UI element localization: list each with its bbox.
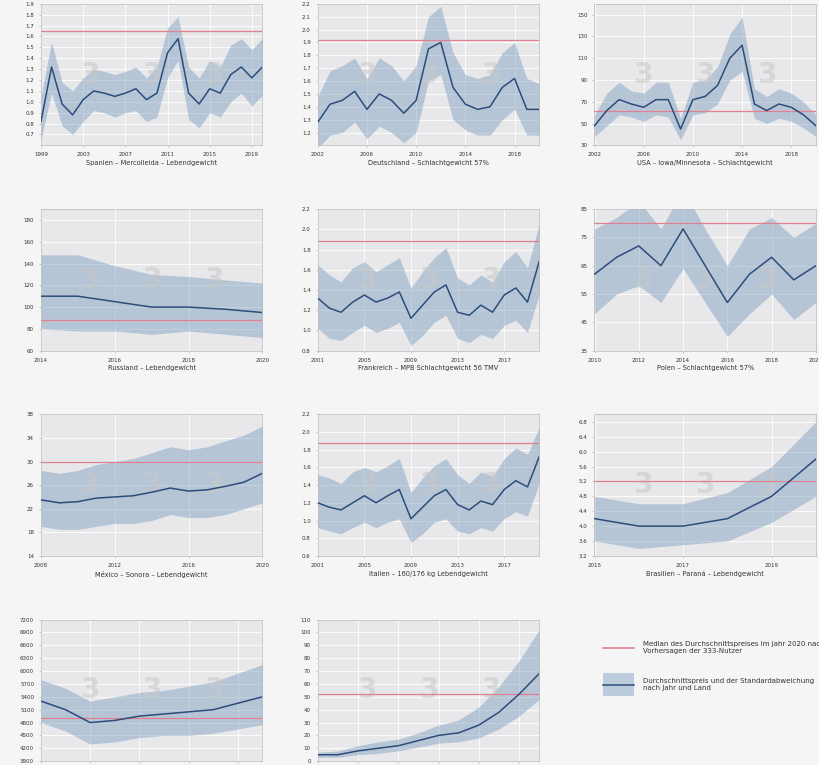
Text: 3: 3 <box>633 266 652 294</box>
Text: 3: 3 <box>204 471 223 499</box>
Text: 3: 3 <box>142 676 161 705</box>
Text: 3: 3 <box>419 60 437 89</box>
Text: 3: 3 <box>80 471 99 499</box>
X-axis label: Italien – 160/176 kg Lebendgewicht: Italien – 160/176 kg Lebendgewicht <box>369 571 487 577</box>
Text: Durchschnittspreis und der Standardabweichung
nach Jahr und Land: Durchschnittspreis und der Standardabwei… <box>642 679 813 692</box>
Text: 3: 3 <box>480 676 500 705</box>
Text: 3: 3 <box>356 676 376 705</box>
Text: 3: 3 <box>356 60 376 89</box>
Text: 3: 3 <box>142 60 161 89</box>
Text: 3: 3 <box>695 266 714 294</box>
Text: 3: 3 <box>633 471 652 499</box>
Text: 3: 3 <box>80 266 99 294</box>
Text: 3: 3 <box>757 60 776 89</box>
Text: 3: 3 <box>204 266 223 294</box>
Text: 3: 3 <box>419 676 437 705</box>
Text: 3: 3 <box>142 471 161 499</box>
Text: 3: 3 <box>80 676 99 705</box>
X-axis label: México – Sonora – Lebendgewicht: México – Sonora – Lebendgewicht <box>95 571 208 578</box>
Text: 3: 3 <box>419 471 437 499</box>
Text: 3: 3 <box>204 676 223 705</box>
X-axis label: Frankreich – MPB Schlachtgewicht 56 TMV: Frankreich – MPB Schlachtgewicht 56 TMV <box>358 366 498 371</box>
X-axis label: Polen – Schlachtgewicht 57%: Polen – Schlachtgewicht 57% <box>656 366 753 371</box>
X-axis label: Brasilien – Paraná – Lebendgewicht: Brasilien – Paraná – Lebendgewicht <box>645 571 763 577</box>
Text: 3: 3 <box>142 266 161 294</box>
X-axis label: Spanien – Mercolleida – Lebendgewicht: Spanien – Mercolleida – Lebendgewicht <box>86 160 217 166</box>
Text: 3: 3 <box>480 60 500 89</box>
Text: 3: 3 <box>204 60 223 89</box>
Text: 3: 3 <box>80 60 99 89</box>
Text: Median des Durchschnittspreises im Jahr 2020 nach den
Vorhersagen der 333-Nutzer: Median des Durchschnittspreises im Jahr … <box>642 641 819 654</box>
X-axis label: Russland – Lebendgewicht: Russland – Lebendgewicht <box>107 366 196 371</box>
X-axis label: Deutschland – Schlachtgewicht 57%: Deutschland – Schlachtgewicht 57% <box>368 160 488 166</box>
Text: 3: 3 <box>757 266 776 294</box>
X-axis label: USA – Iowa/Minnesota – Schlachtgewicht: USA – Iowa/Minnesota – Schlachtgewicht <box>636 160 772 166</box>
Text: 3: 3 <box>480 471 500 499</box>
Text: 3: 3 <box>356 471 376 499</box>
Text: 3: 3 <box>757 471 776 499</box>
Text: 3: 3 <box>633 60 652 89</box>
Text: 3: 3 <box>695 60 714 89</box>
Text: 3: 3 <box>419 266 437 294</box>
Text: 3: 3 <box>480 266 500 294</box>
Text: 3: 3 <box>695 471 714 499</box>
Text: 3: 3 <box>356 266 376 294</box>
